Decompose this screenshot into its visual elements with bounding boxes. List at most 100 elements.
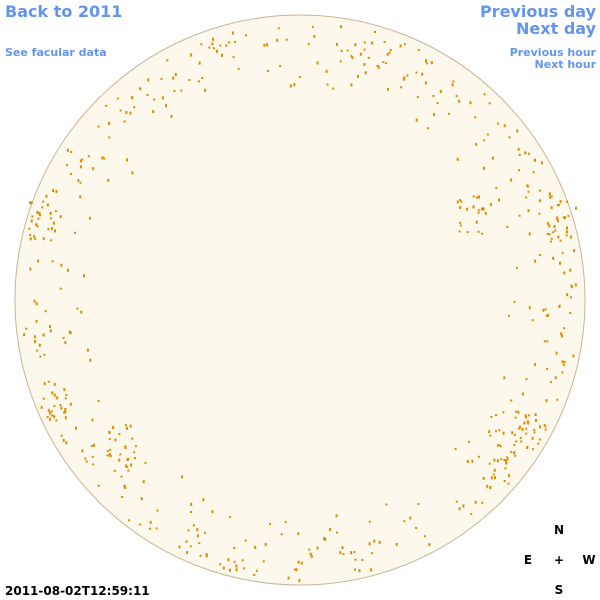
facula-dot <box>483 93 486 96</box>
facula-dot <box>528 306 531 310</box>
facula-dot <box>515 440 518 443</box>
facula-dot <box>108 136 111 139</box>
facula-dot <box>256 569 258 572</box>
facula-dot <box>264 542 267 546</box>
facula-dot <box>125 464 128 468</box>
facula-dot <box>459 206 462 209</box>
facula-dot <box>482 207 485 211</box>
facula-dot <box>118 458 121 462</box>
facula-dot <box>124 446 127 450</box>
facula-dot <box>383 41 386 43</box>
previous-hour-link[interactable]: Previous hour <box>510 46 597 59</box>
facula-dot <box>566 293 569 297</box>
facula-dot <box>562 216 565 219</box>
facula-dot <box>532 171 535 174</box>
facula-dot <box>459 199 462 202</box>
facula-dot <box>119 453 122 456</box>
facula-dot <box>500 458 503 461</box>
facula-dot <box>29 234 32 236</box>
facula-dot <box>498 429 501 432</box>
facula-dot <box>332 87 335 90</box>
facula-dot <box>69 402 72 406</box>
next-hour-link[interactable]: Next hour <box>535 58 597 71</box>
facula-dot <box>502 431 505 435</box>
facula-dot <box>66 148 69 152</box>
compass-center: + <box>554 553 564 567</box>
facula-dot <box>469 101 472 105</box>
facula-dot <box>488 462 491 465</box>
facula-dot <box>558 203 561 206</box>
facula-dot <box>233 560 236 563</box>
facula-dot <box>462 504 465 508</box>
facula-dot <box>484 211 487 215</box>
facula-dot <box>563 361 566 364</box>
facula-dot <box>190 53 193 57</box>
facula-dot <box>513 434 516 436</box>
facula-dot <box>181 475 184 479</box>
facula-dot <box>62 439 65 442</box>
facula-dot <box>510 178 513 182</box>
facula-dot <box>549 240 552 243</box>
facula-dot <box>77 179 80 183</box>
timestamp: 2011-08-02T12:59:11 <box>5 584 150 598</box>
facula-dot <box>524 151 527 155</box>
facula-dot <box>539 425 541 429</box>
facula-dot <box>515 266 518 269</box>
facula-dot <box>244 539 247 542</box>
facula-dot <box>126 465 129 468</box>
facula-dot <box>537 442 540 445</box>
facula-dot <box>42 200 45 203</box>
facula-dot <box>123 484 126 488</box>
facula-dot <box>30 219 33 223</box>
facula-dot <box>245 34 247 37</box>
facula-dot <box>42 397 45 400</box>
facula-dot <box>455 95 458 98</box>
facula-dot <box>458 99 461 103</box>
facula-dot <box>108 453 111 457</box>
back-link[interactable]: Back to 2011 <box>5 2 122 21</box>
facula-dot <box>354 568 356 571</box>
facula-dot <box>42 333 45 337</box>
facula-dot <box>336 42 338 46</box>
facula-dot <box>232 56 235 59</box>
facula-dot <box>106 450 109 453</box>
facula-dot <box>554 229 557 232</box>
facula-dot <box>363 62 366 66</box>
facula-dot <box>563 327 566 330</box>
facula-dot <box>475 220 478 224</box>
facula-dot <box>539 189 541 192</box>
facula-dot <box>494 476 496 480</box>
facula-dot <box>361 559 364 561</box>
facular-link[interactable]: See facular data <box>5 46 107 59</box>
facula-dot <box>185 540 188 543</box>
facula-dot <box>60 263 63 267</box>
next-day-link[interactable]: Next day <box>516 19 597 38</box>
facula-dot <box>146 93 149 96</box>
facula-dot <box>502 411 505 414</box>
facula-dot <box>79 181 82 184</box>
facula-dot <box>39 355 42 358</box>
facula-dot <box>466 207 469 211</box>
facula-dot <box>466 460 469 464</box>
facula-dot <box>107 178 110 182</box>
facula-dot <box>354 558 357 561</box>
previous-day-link[interactable]: Previous day <box>480 2 597 21</box>
facula-dot <box>89 358 92 362</box>
facula-dot <box>34 340 36 344</box>
facula-dot <box>308 548 311 551</box>
facula-dot <box>297 560 300 564</box>
facula-dot <box>528 152 530 155</box>
facula-dot <box>483 166 485 170</box>
facula-dot <box>351 56 354 60</box>
facula-dot <box>497 122 500 125</box>
facula-dot <box>378 540 381 544</box>
facula-dot <box>38 343 41 347</box>
facula-dot <box>53 415 56 419</box>
facula-dot <box>416 96 419 99</box>
facula-dot <box>103 157 106 160</box>
facula-dot <box>525 196 528 199</box>
facula-dot <box>131 171 134 175</box>
facula-dot <box>488 102 491 105</box>
facula-dot <box>316 61 319 65</box>
facula-dot <box>514 454 517 457</box>
